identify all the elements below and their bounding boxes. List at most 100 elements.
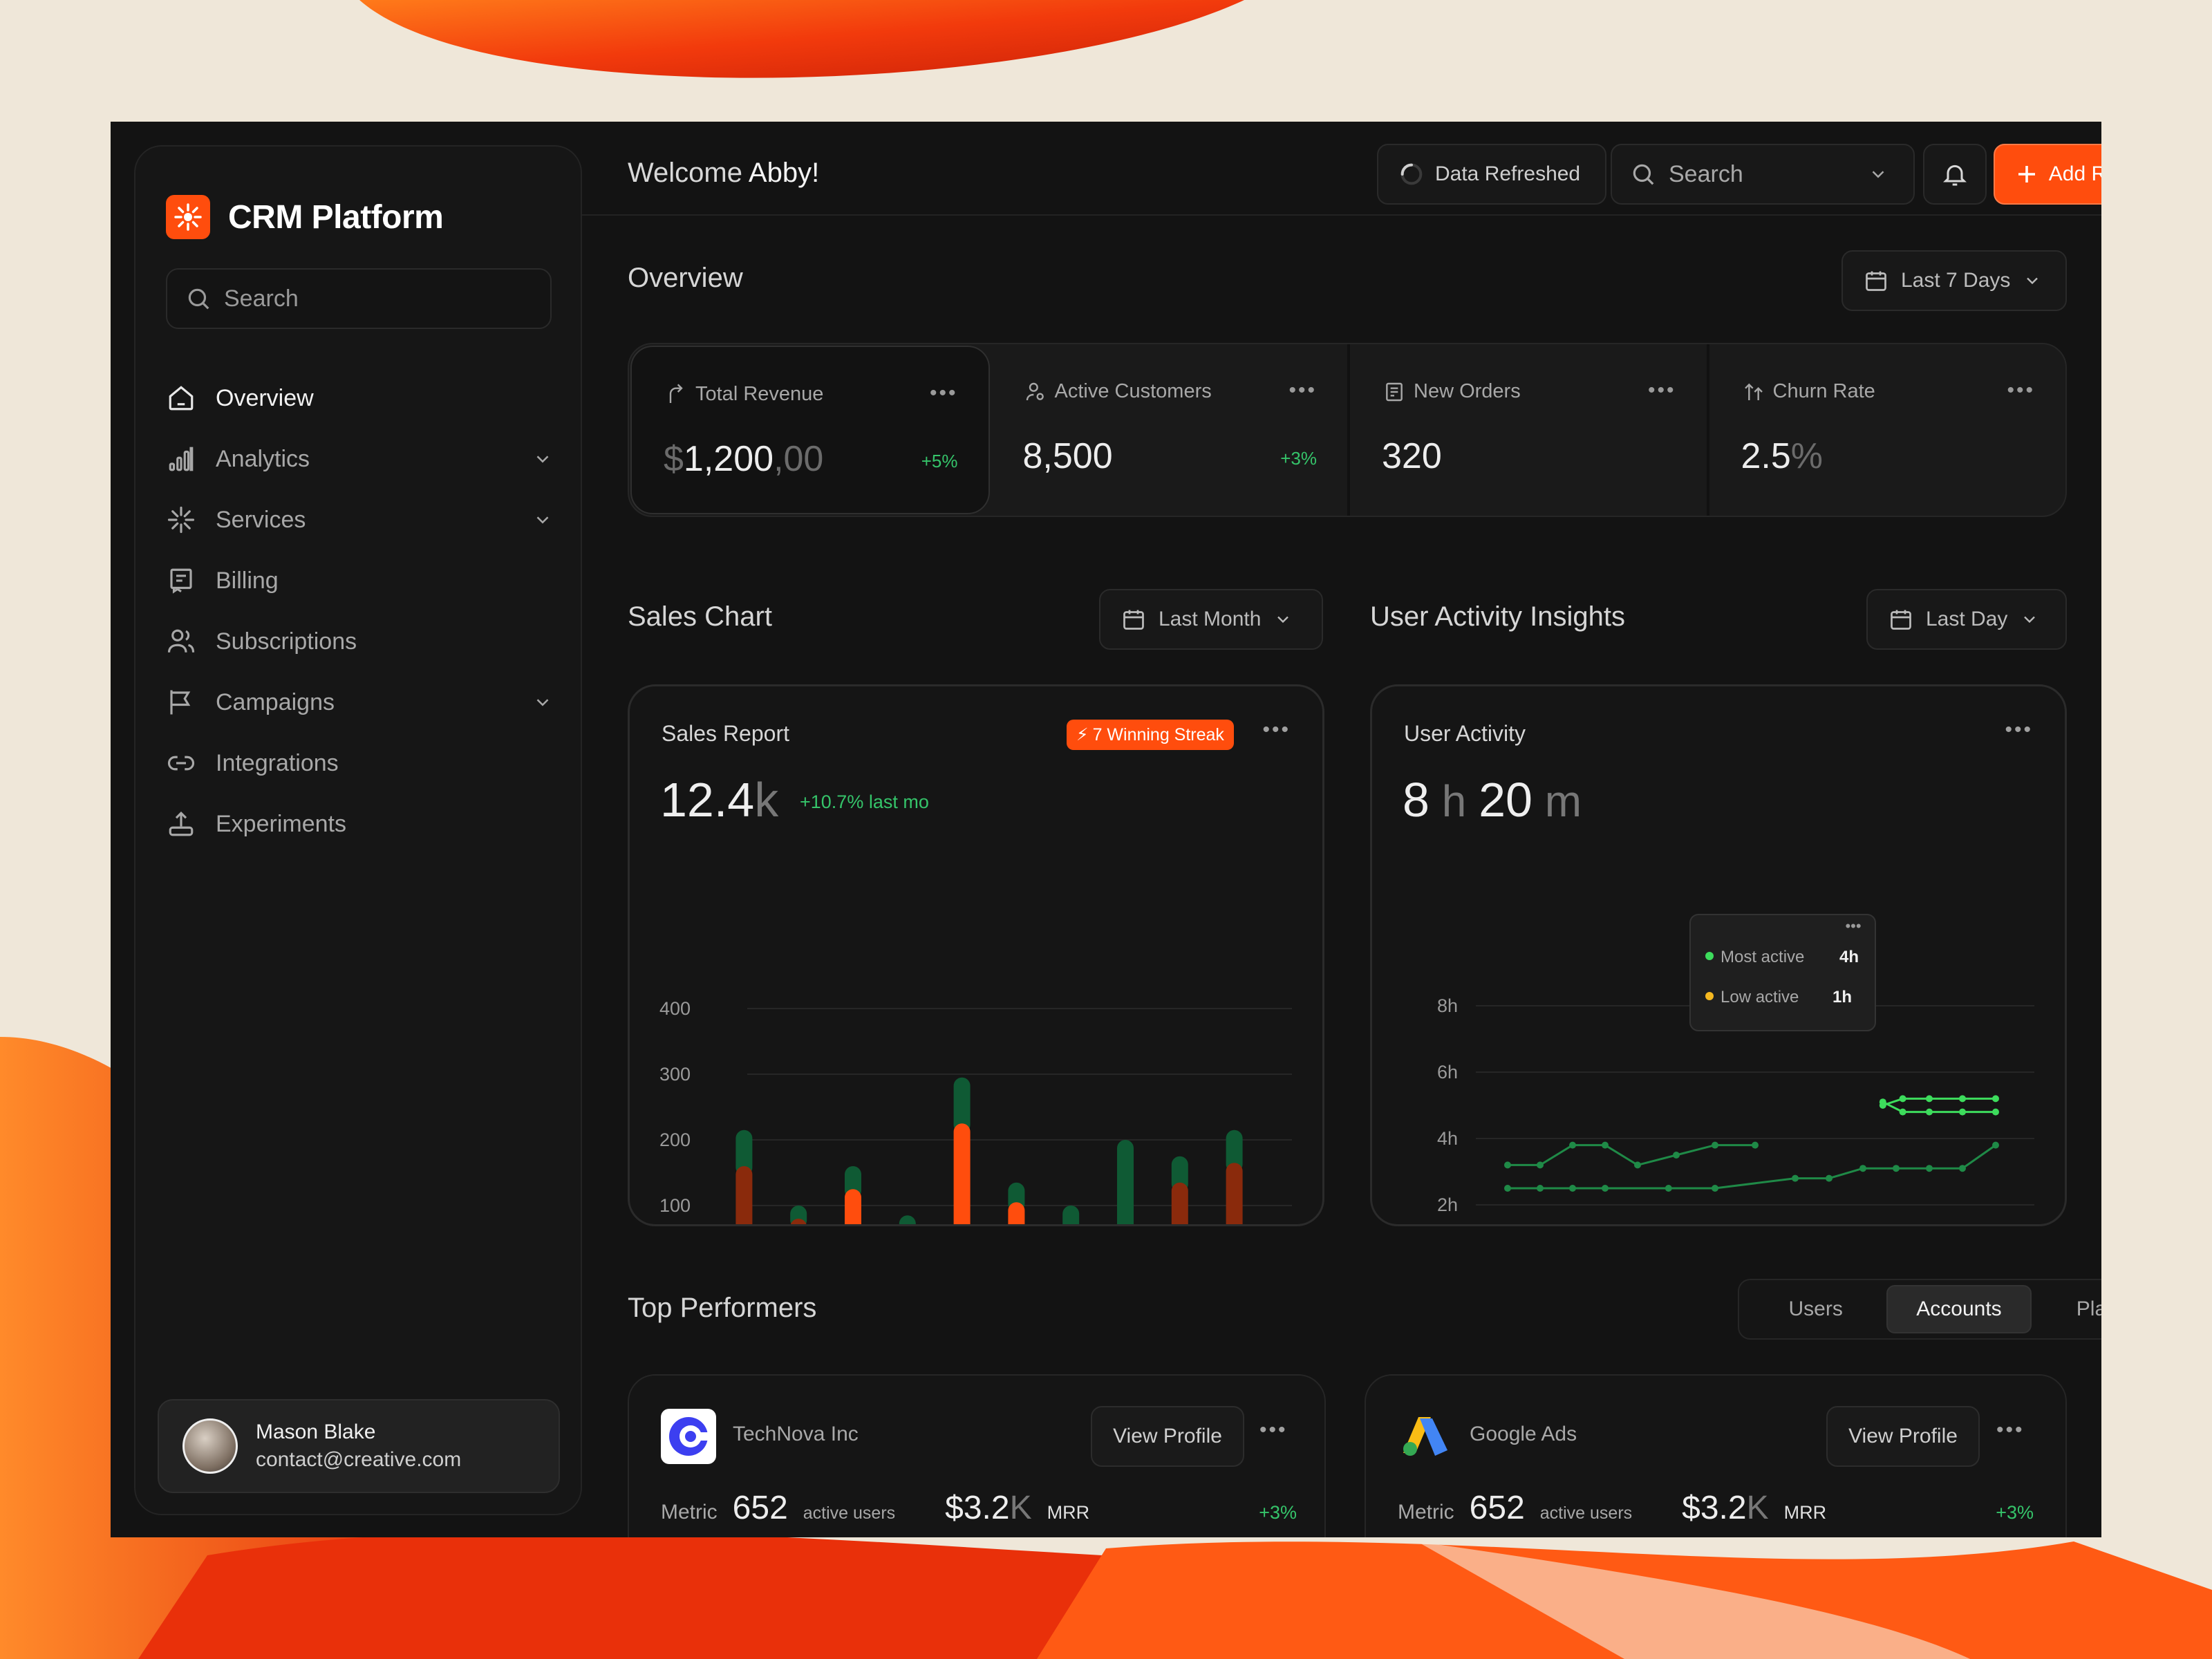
header-search-input[interactable] [1669, 160, 1855, 188]
kpi-label-text: New Orders [1414, 380, 1521, 402]
performers-segmented-control: Users Accounts Plans [1738, 1279, 2101, 1340]
more-icon[interactable]: ••• [929, 382, 958, 404]
tooltip-box [1689, 914, 1876, 1031]
plus-icon [2018, 166, 2035, 182]
activity-range-dropdown[interactable]: Last Day [1866, 589, 2067, 650]
activity-tooltip: ••• Most active 4h Low active 1h [1689, 914, 1876, 1031]
series-point [1926, 1165, 1933, 1172]
refresh-label: Data Refreshed [1435, 162, 1581, 185]
kpi-total-revenue[interactable]: Total Revenue ••• $1,200,00 +5% [630, 346, 990, 514]
more-icon: ••• [1845, 917, 1861, 935]
series-point [1569, 1185, 1576, 1192]
series-point [1959, 1108, 1966, 1116]
more-icon[interactable]: ••• [2005, 718, 2033, 741]
sidebar-item-services[interactable]: Services [166, 489, 553, 550]
sidebar-search[interactable] [166, 268, 552, 329]
chevron-down-icon[interactable] [532, 509, 553, 530]
sidebar-item-subscriptions[interactable]: Subscriptions [166, 611, 553, 672]
more-icon[interactable]: ••• [1647, 379, 1676, 402]
document-icon [1386, 382, 1403, 401]
series-point [1602, 1141, 1609, 1149]
calendar-icon [1891, 610, 1911, 630]
bar-segment-bottom [845, 1189, 861, 1224]
more-icon[interactable]: ••• [1262, 718, 1291, 741]
user-profile-card[interactable]: Mason Blake contact@creative.com [158, 1399, 560, 1493]
view-profile-button[interactable]: View Profile [1826, 1406, 1980, 1467]
bar-segment-top [1062, 1206, 1080, 1224]
chevron-down-icon[interactable] [1868, 164, 1888, 185]
kpi-churn-rate[interactable]: Churn Rate ••• 2.5% [1709, 344, 2066, 516]
tab-accounts[interactable]: Accounts [1886, 1285, 2032, 1333]
data-refreshed-button[interactable]: Data Refreshed [1377, 144, 1606, 205]
mrr-change: +3% [1996, 1502, 2034, 1523]
google-ads-logo-icon [1398, 1409, 1453, 1464]
more-icon[interactable]: ••• [2007, 379, 2035, 402]
sales-growth: +10.7% last mo [800, 791, 929, 812]
kpi-label: Total Revenue [665, 383, 823, 406]
series-point [1673, 1152, 1680, 1159]
legend-dot-low [1705, 992, 1714, 1000]
view-profile-button[interactable]: View Profile [1091, 1406, 1244, 1467]
kpi-suffix: ,00 [774, 439, 824, 479]
overview-range-label: Last 7 Days [1901, 269, 2011, 292]
tab-users[interactable]: Users [1788, 1297, 1843, 1320]
sidebar-item-label: Subscriptions [216, 628, 357, 655]
bar-segment-top [953, 1077, 971, 1134]
overview-title: Overview [628, 263, 743, 293]
sidebar-nav: Overview Analytics Services B [166, 368, 553, 854]
upload-icon [166, 809, 196, 839]
sales-total-main: 12.4 [660, 773, 755, 827]
performer-card: TechNova Inc View Profile ••• Metric 652… [628, 1374, 1326, 1537]
more-icon[interactable]: ••• [1259, 1418, 1288, 1441]
overview-range-dropdown[interactable]: Last 7 Days [1841, 250, 2067, 311]
sidebar-item-analytics[interactable]: Analytics [166, 429, 553, 489]
more-icon[interactable]: ••• [1996, 1418, 2025, 1441]
refresh-spinner-icon [1400, 163, 1423, 185]
chevron-down-icon [2024, 616, 2036, 624]
tooltip-most-label: Most active [1721, 948, 1804, 966]
chevron-down-icon[interactable] [532, 692, 553, 713]
user-activity-card-title: User Activity [1404, 721, 1526, 746]
metric-label: Metric [1398, 1501, 1454, 1524]
series-point [1992, 1095, 1999, 1103]
kpi-prefix: $ [664, 439, 684, 479]
sidebar-item-billing[interactable]: Billing [166, 550, 553, 611]
series-point [1992, 1141, 1999, 1149]
brand[interactable]: CRM Platform [166, 195, 444, 239]
sidebar-item-campaigns[interactable]: Campaigns [166, 672, 553, 733]
y-tick-label: 200 [659, 1130, 691, 1150]
bar-segment-bottom [735, 1166, 753, 1224]
kpi-new-orders[interactable]: New Orders ••• 320 [1350, 344, 1709, 516]
kpi-active-customers[interactable]: Active Customers ••• 8,500 +3% [991, 344, 1350, 516]
sales-range-dropdown[interactable]: Last Month [1099, 589, 1323, 650]
activity-duration: 8 h 20 m [1403, 772, 1582, 827]
metric-value: 652 [732, 1490, 788, 1526]
performer-name: TechNova Inc [733, 1423, 859, 1445]
mrr-label: MRR [1783, 1502, 1827, 1523]
series-point [1899, 1095, 1906, 1103]
user-email: contact@creative.com [256, 1448, 462, 1471]
sidebar-item-label: Services [216, 506, 306, 533]
tab-plans[interactable]: Plans [2076, 1297, 2101, 1320]
kpi-label-text: Churn Rate [1772, 380, 1875, 402]
sidebar: CRM Platform Overview Analytics [134, 145, 582, 1515]
activity-range-label: Last Day [1926, 608, 2008, 630]
sidebar-item-integrations[interactable]: Integrations [166, 733, 553, 794]
bar-segment-bottom [1008, 1202, 1025, 1224]
bar-segment-bottom [1226, 1163, 1243, 1224]
notifications-button[interactable] [1923, 144, 1987, 205]
header-search[interactable] [1611, 144, 1915, 205]
technova-logo-icon [661, 1409, 716, 1464]
series-point [1752, 1141, 1759, 1149]
sidebar-search-input[interactable] [224, 285, 528, 312]
add-record-button[interactable]: Add Record [1994, 144, 2101, 205]
sidebar-item-overview[interactable]: Overview [166, 368, 553, 429]
sidebar-item-experiments[interactable]: Experiments [166, 794, 553, 854]
series-point [1665, 1185, 1672, 1192]
series-point [1537, 1185, 1544, 1192]
mrr-suffix: K [1009, 1490, 1032, 1526]
series-point [1959, 1165, 1966, 1172]
more-icon[interactable]: ••• [1288, 379, 1317, 402]
y-tick-label: 4h [1437, 1128, 1458, 1149]
chevron-down-icon[interactable] [532, 449, 553, 469]
